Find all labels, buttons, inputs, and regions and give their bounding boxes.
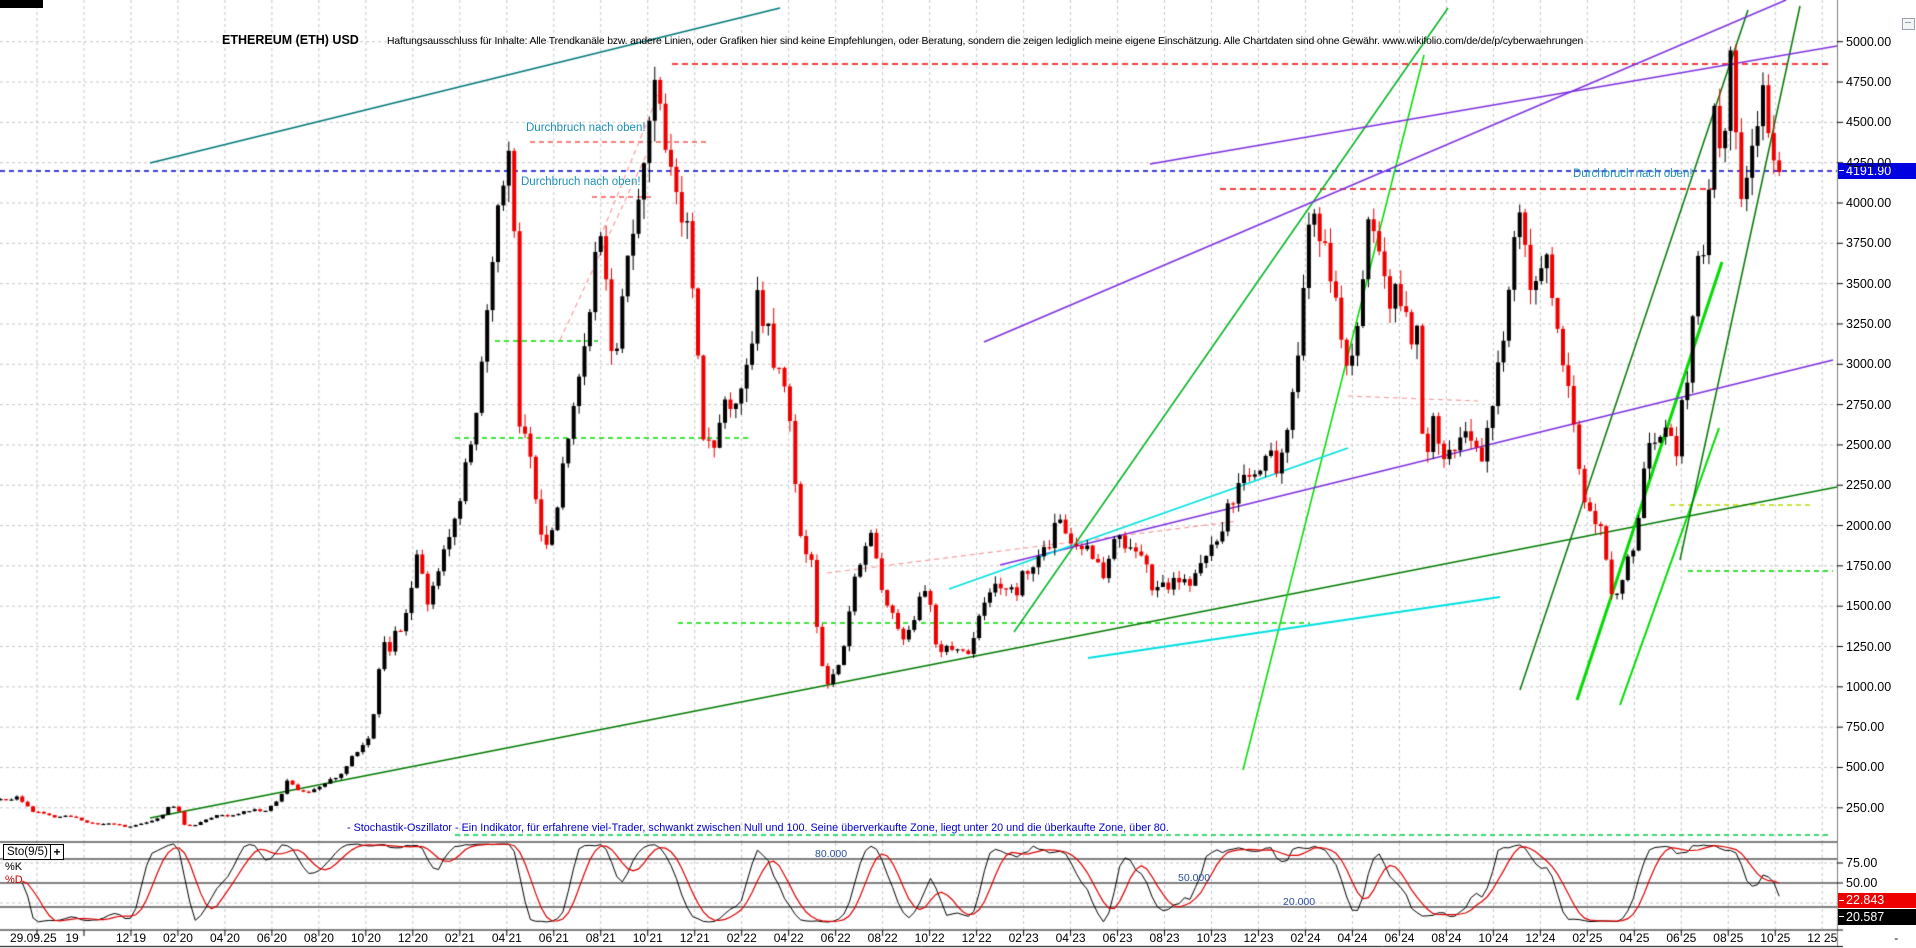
time-axis-label: 12 19 — [115, 931, 147, 945]
time-axis-label: 06 24 — [1384, 931, 1415, 945]
price-axis-label: 5000.00 — [1846, 34, 1892, 49]
percent-k-label: %K — [5, 861, 23, 873]
osc-level-80-label: 80.000 — [815, 848, 848, 860]
time-axis-label: 08 24 — [1431, 931, 1462, 945]
time-axis-label: 04 21 — [491, 931, 522, 945]
time-axis-label: 19 — [65, 931, 79, 945]
stochastic-d-badge: 20.587 — [1838, 909, 1916, 925]
time-axis-label: 02 24 — [1290, 931, 1321, 945]
time-axis-label: 08 20 — [303, 931, 334, 945]
time-axis-label: 10 22 — [914, 931, 945, 945]
time-axis-label: 06 23 — [1102, 931, 1133, 945]
time-axis-label: 12 22 — [961, 931, 992, 945]
time-axis-label: 06 22 — [820, 931, 851, 945]
indicator-name-box[interactable]: Sto(9/5) — [3, 844, 52, 860]
price-axis-label: 1500.00 — [1846, 599, 1892, 614]
indicator-add-button[interactable]: + — [50, 844, 64, 860]
time-axis-label: 08 22 — [867, 931, 898, 945]
collapse-icon[interactable] — [1902, 18, 1915, 30]
time-axis-label: 02 20 — [162, 931, 193, 945]
price-axis-label: 750.00 — [1846, 720, 1885, 735]
time-axis-label: 10 23 — [1196, 931, 1227, 945]
time-axis-label: 08 25 — [1713, 931, 1744, 945]
oscillator-axis-label: 50.00 — [1846, 876, 1878, 890]
time-axis-label: 12 25 — [1807, 931, 1838, 945]
time-axis-label: 10 24 — [1478, 931, 1509, 945]
percent-d-label: %D — [5, 874, 23, 886]
time-axis-label: 02 21 — [444, 931, 475, 945]
price-axis-label: 3750.00 — [1846, 236, 1892, 251]
price-axis-label: 3500.00 — [1846, 276, 1892, 291]
price-axis-label: 2500.00 — [1846, 437, 1892, 452]
time-axis-label: 08 21 — [585, 931, 616, 945]
osc-level-20-label: 20.000 — [1283, 896, 1316, 908]
time-axis-label: 02 23 — [1008, 931, 1039, 945]
price-axis-label: 1000.00 — [1846, 679, 1892, 694]
oscillator-axis-label: 75.00 — [1846, 856, 1878, 870]
price-axis-label: 250.00 — [1846, 800, 1885, 815]
osc-level-50-label: 50.000 — [1178, 872, 1211, 884]
time-axis-label: 12 21 — [679, 931, 710, 945]
time-axis-label: 08 23 — [1149, 931, 1180, 945]
stochastic-k-badge: 22.843 — [1838, 893, 1916, 908]
time-axis-label: 06 20 — [256, 931, 287, 945]
disclaimer-text: Haftungsausschluss für Inhalte: Alle Tre… — [387, 36, 1584, 47]
time-axis-label: 10 25 — [1760, 931, 1791, 945]
time-axis-label: - — [1894, 931, 1899, 945]
time-axis-label: 04 20 — [209, 931, 240, 945]
time-axis-label: 02 25 — [1572, 931, 1603, 945]
price-axis-label: 2000.00 — [1846, 518, 1892, 533]
breakout-annotation-1: Durchbruch nach oben! — [526, 122, 646, 134]
price-axis-label: 2750.00 — [1846, 397, 1892, 412]
breakout-annotation-2: Durchbruch nach oben! — [521, 176, 641, 188]
time-axis-label: 04 22 — [773, 931, 804, 945]
price-axis-label: 3000.00 — [1846, 357, 1892, 372]
time-axis-label: 04 25 — [1619, 931, 1650, 945]
time-axis-label: 12 24 — [1525, 931, 1556, 945]
chart-title: ETHEREUM (ETH) USD — [222, 33, 359, 47]
time-axis-label: 10 21 — [632, 931, 663, 945]
price-axis-label: 4750.00 — [1846, 75, 1892, 90]
time-axis-label: 06 21 — [538, 931, 569, 945]
price-axis-label: 2250.00 — [1846, 478, 1892, 493]
price-axis-label: 4000.00 — [1846, 195, 1892, 210]
price-axis-label: 4500.00 — [1846, 115, 1892, 130]
time-axis-label: 04 23 — [1055, 931, 1086, 945]
price-axis-label: 3250.00 — [1846, 316, 1892, 331]
time-axis-label: 04 24 — [1337, 931, 1368, 945]
time-axis-label: 10 20 — [350, 931, 381, 945]
price-axis-label: 4250.00 — [1846, 155, 1892, 170]
time-axis-label: 12 20 — [397, 931, 428, 945]
time-axis-label: 02 22 — [726, 931, 757, 945]
time-axis-label: 12 23 — [1243, 931, 1274, 945]
price-axis-label: 500.00 — [1846, 760, 1885, 775]
current-price-badge: 4191.90 — [1838, 163, 1916, 179]
time-axis-label: 06 25 — [1666, 931, 1697, 945]
window-corner-decoration — [0, 0, 43, 8]
oscillator-description: - Stochastik-Oszillator - Ein Indikator,… — [347, 822, 1169, 834]
breakout-annotation-3: Durchbruch nach oben! — [1573, 168, 1693, 180]
price-axis-label: 1750.00 — [1846, 558, 1892, 573]
time-axis-label: 29.09.25 — [10, 931, 57, 945]
price-axis-label: 1250.00 — [1846, 639, 1892, 654]
